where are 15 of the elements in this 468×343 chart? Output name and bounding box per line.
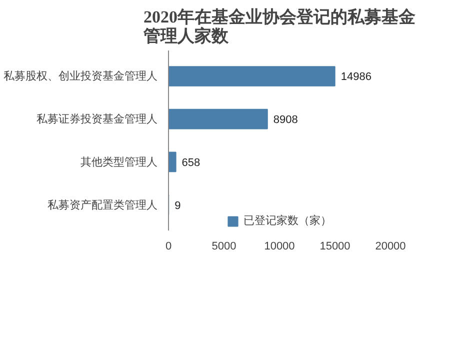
y-tick-label: 私募股权、创业投资基金管理人 [4, 70, 158, 83]
y-tick-label: 私募证券投资基金管理人 [36, 112, 158, 126]
x-tick-label: 5000 [212, 240, 236, 252]
chart-title: 2020年在基金业协会登记的私募基金管理人家数 [142, 8, 416, 46]
data-label: 9 [174, 200, 181, 212]
x-tick-label: 0 [165, 240, 172, 252]
data-label: 658 [182, 156, 200, 169]
data-label: 14986 [340, 71, 372, 84]
y-tick-label: 其他类型管理人 [80, 155, 158, 168]
y-tick-label: 私募资产配置类管理人 [48, 198, 158, 212]
legend-label: 已登记家数（家） [244, 213, 332, 228]
x-tick-label: 10000 [264, 240, 295, 252]
x-tick-label: 20000 [375, 240, 406, 252]
x-tick-label: 15000 [320, 240, 350, 252]
data-label: 8908 [273, 114, 298, 126]
